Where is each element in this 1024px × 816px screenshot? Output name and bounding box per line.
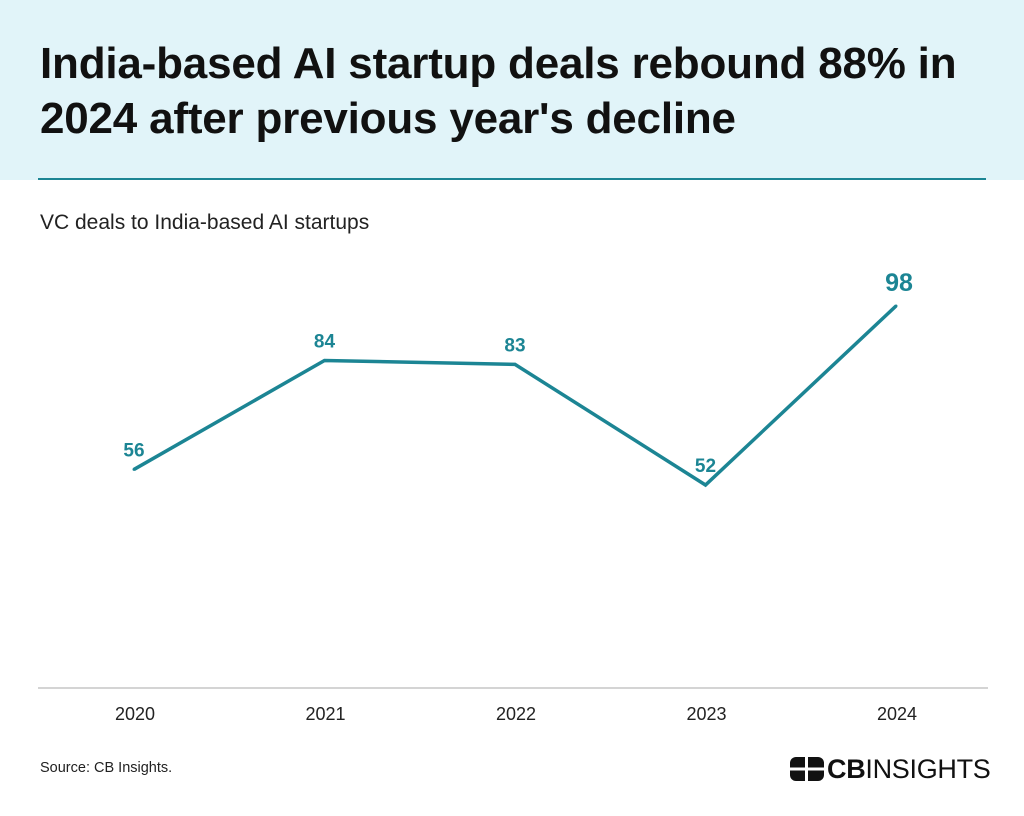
data-label-2020: 56 [123,440,144,461]
data-label-2021: 84 [314,331,336,352]
source-note: Source: CB Insights. [40,760,173,776]
title-banner [0,0,1024,180]
x-tick-label-2021: 2021 [305,704,345,724]
data-point-2024 [894,304,898,308]
cb-insights-logo-icon [790,757,824,781]
logo-text-bold: CB [827,754,866,784]
x-tick-label-2023: 2023 [686,704,726,724]
cb-insights-logo: CBINSIGHTS [790,753,991,785]
data-point-2022 [513,362,517,366]
x-tick-label-2022: 2022 [496,704,536,724]
data-label-2023: 52 [695,456,716,477]
chart-title: India-based AI startup deals rebound 88%… [40,39,957,143]
title-divider [38,178,986,180]
x-tick-label-2020: 2020 [115,704,155,724]
data-point-2021 [323,358,326,362]
x-tick-label-2024: 2024 [877,704,917,724]
logo-text-regular: INSIGHTS [865,754,991,784]
data-point-2020 [132,467,136,471]
data-label-2024: 98 [885,269,913,297]
chart-subtitle: VC deals to India-based AI startups [40,211,370,234]
data-point-2023 [704,483,707,487]
series-line [133,304,898,488]
data-label-2022: 83 [504,335,525,356]
